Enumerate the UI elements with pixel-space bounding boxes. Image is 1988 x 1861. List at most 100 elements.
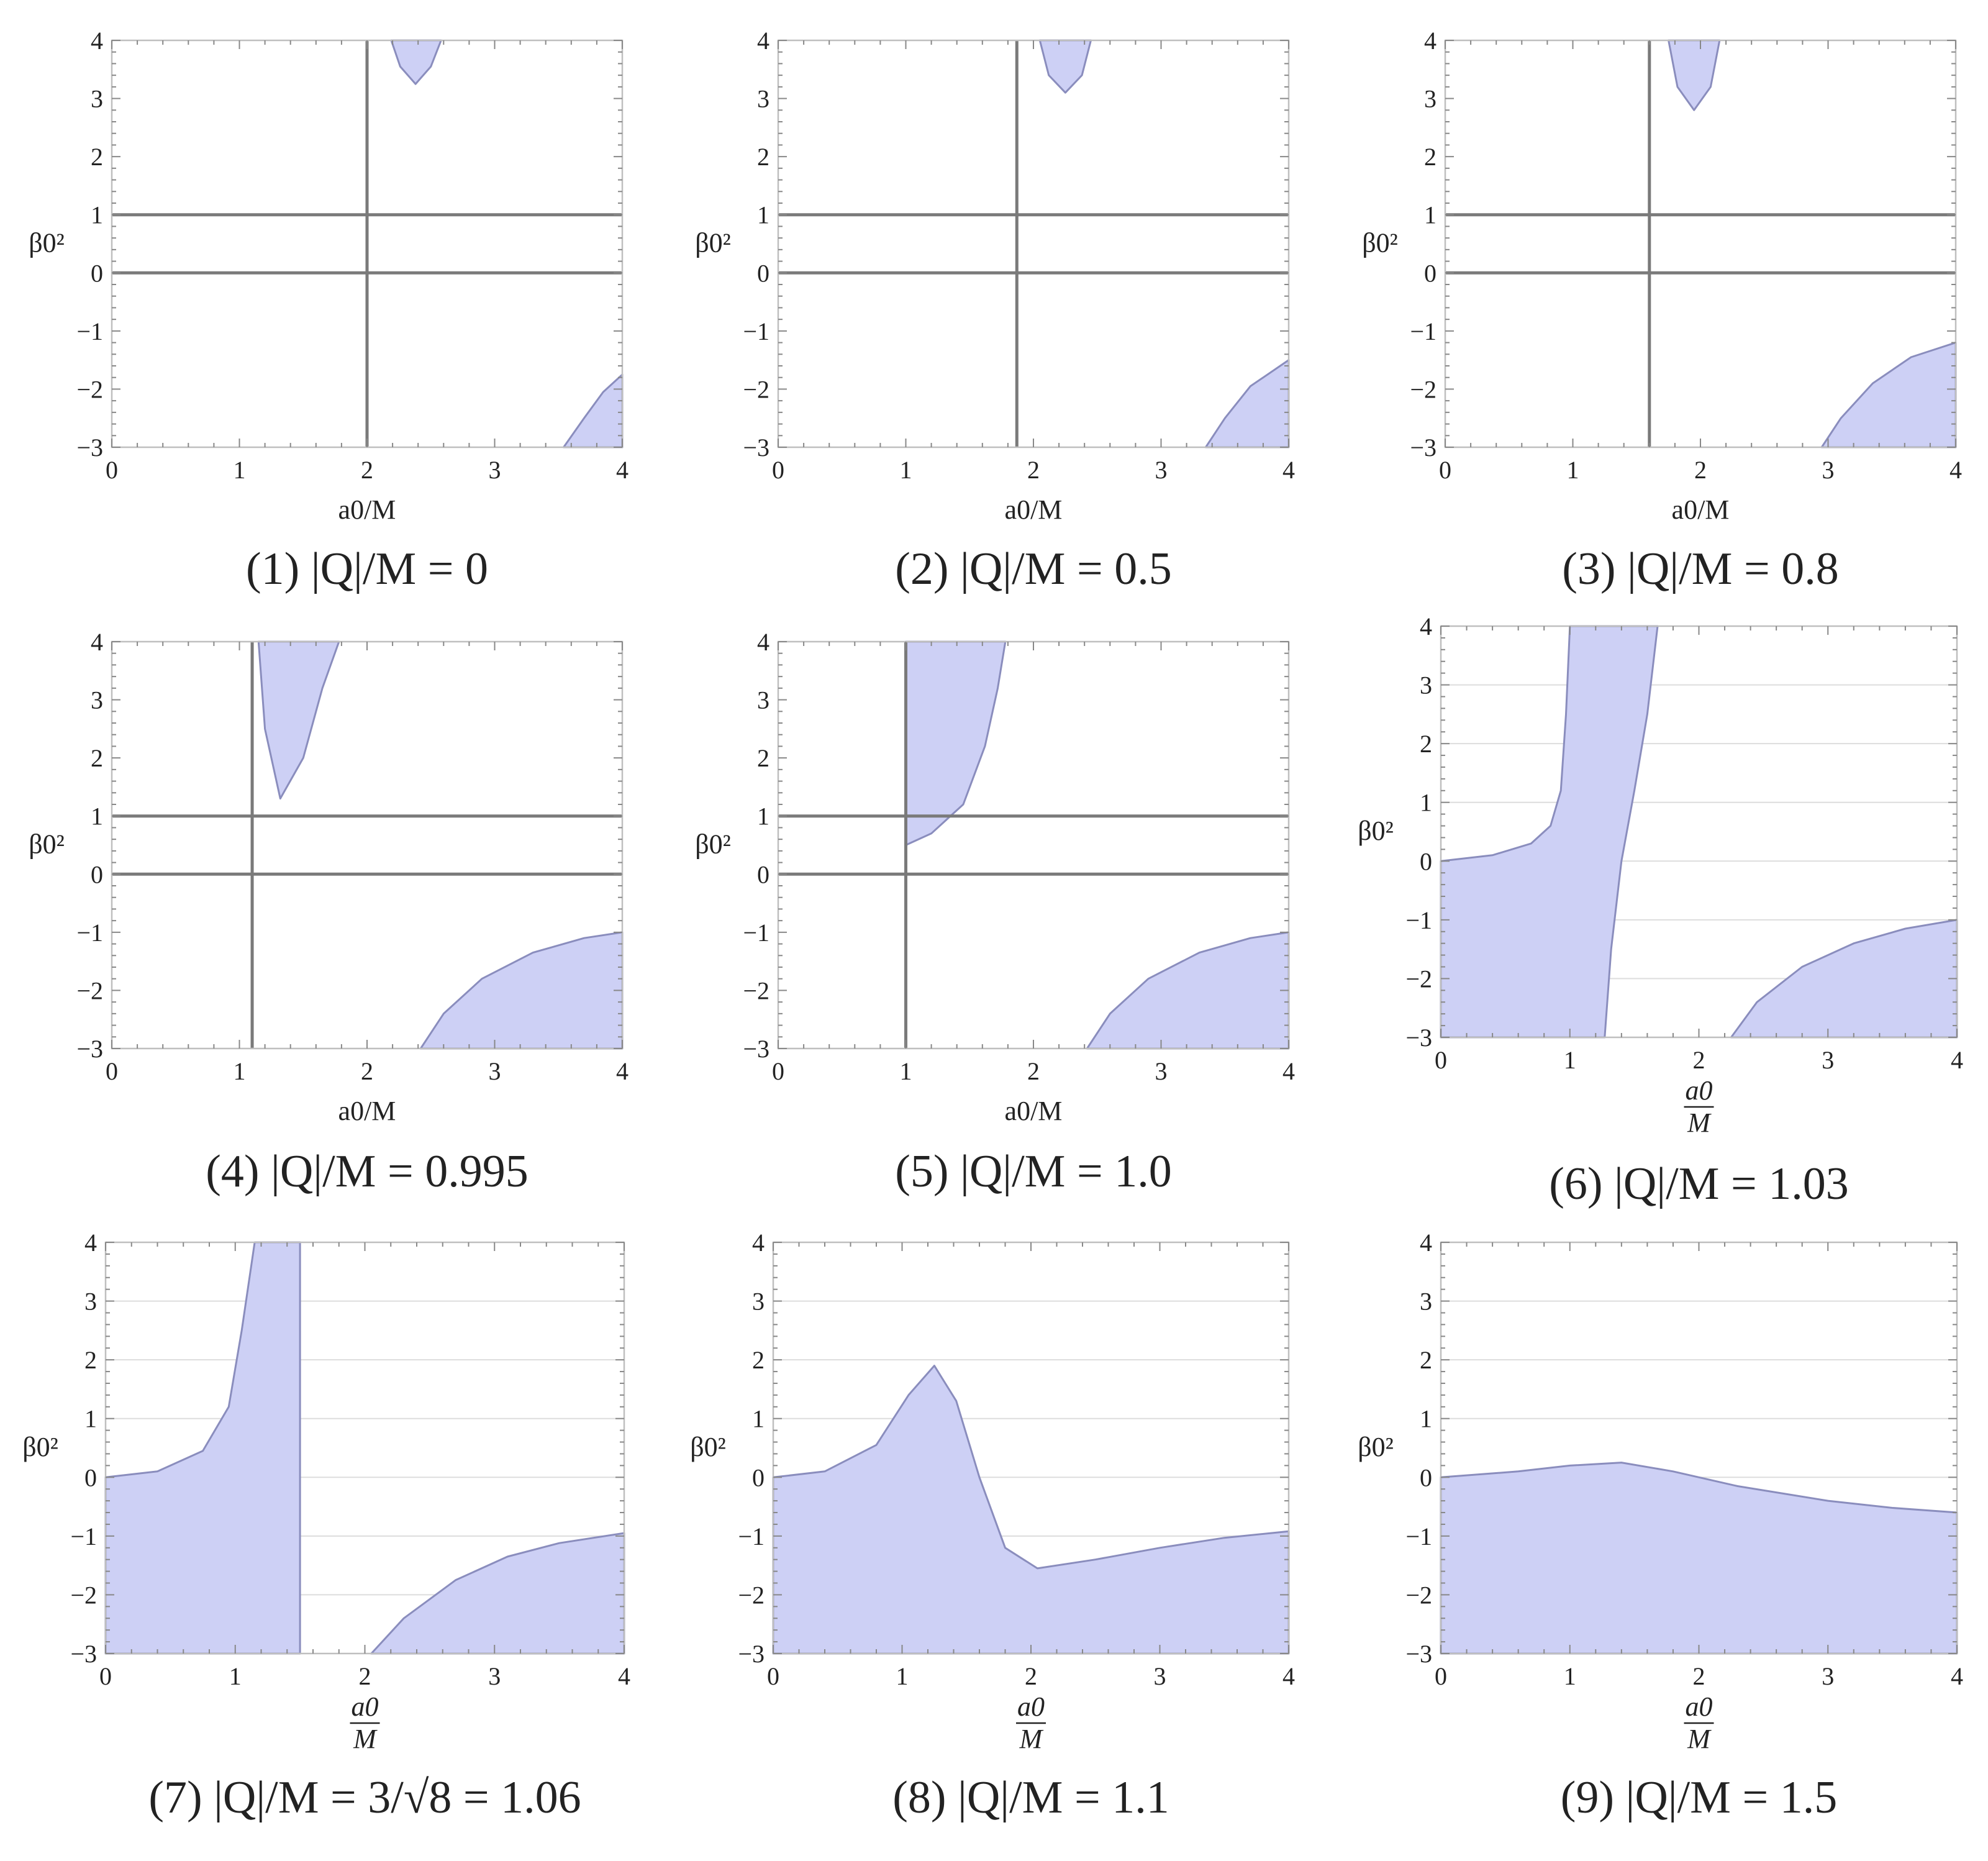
y-tick-label: 0 — [91, 259, 103, 287]
x-axis-label-group: a0/M — [1005, 494, 1063, 525]
panel-caption: (5) |Q|/M = 1.0 — [895, 1146, 1171, 1197]
y-tick-label: −1 — [1405, 1522, 1432, 1550]
x-axis-label: a0/M — [338, 1096, 396, 1126]
y-axis-label-group: β0² — [29, 228, 65, 258]
y-tick-label: −2 — [1405, 1581, 1432, 1609]
x-axis-label-group: a0/M — [338, 1096, 396, 1126]
x-axis-label-denominator: M — [1687, 1108, 1712, 1138]
x-tick-label: 2 — [359, 1662, 371, 1690]
y-axis-label: β0² — [695, 829, 731, 860]
y-tick-label: 2 — [1420, 1346, 1432, 1374]
x-axis-label: a0/M — [1005, 1096, 1063, 1126]
y-tick-label: 3 — [91, 85, 103, 113]
y-tick-label: 0 — [757, 259, 769, 287]
y-tick-label: 1 — [757, 803, 769, 830]
y-axis-label: β0² — [1358, 816, 1394, 846]
plot-area — [778, 40, 1289, 447]
y-tick-label: 4 — [752, 1229, 765, 1257]
y-tick-label: 3 — [1424, 85, 1437, 113]
panel-caption: (8) |Q|/M = 1.1 — [892, 1772, 1169, 1823]
x-axis-label-numerator: a0 — [352, 1691, 379, 1722]
x-tick-label: 3 — [1822, 456, 1835, 484]
y-tick-label: 3 — [752, 1288, 765, 1316]
y-tick-label: 4 — [91, 27, 103, 55]
y-tick-label: 2 — [752, 1346, 765, 1374]
y-tick-label: 1 — [1420, 789, 1432, 817]
x-tick-label: 2 — [1027, 1057, 1040, 1085]
y-tick-label: −3 — [76, 434, 103, 462]
panel-caption: (6) |Q|/M = 1.03 — [1549, 1158, 1848, 1209]
y-tick-label: 1 — [757, 201, 769, 229]
x-tick-label: 1 — [1564, 1046, 1576, 1074]
y-tick-label: 0 — [752, 1463, 765, 1491]
x-tick-label: 2 — [1025, 1662, 1037, 1690]
x-axis-label-denominator: M — [353, 1724, 378, 1754]
y-tick-label: −2 — [1405, 965, 1432, 993]
y-tick-label: −3 — [743, 1035, 769, 1063]
x-tick-label: 2 — [361, 456, 373, 484]
chart-panel-4: 0 1 2 3 4 4 3 2 1 0 −1 −2 −3 β0² a0/M (4) |Q|/M = 0.995 — [29, 628, 629, 1197]
y-tick-label: −3 — [1405, 1024, 1432, 1052]
x-tick-label: 4 — [1282, 456, 1295, 484]
x-tick-label: 1 — [1567, 456, 1579, 484]
y-tick-label: −1 — [76, 317, 103, 345]
x-axis-label-group: a0M — [350, 1691, 380, 1754]
y-tick-label: −3 — [76, 1035, 103, 1063]
y-tick-label: 2 — [91, 143, 103, 171]
y-tick-label: 2 — [91, 744, 103, 772]
y-tick-label: 3 — [757, 686, 769, 714]
x-tick-label: 4 — [1282, 1662, 1295, 1690]
x-tick-label: 0 — [106, 1057, 118, 1085]
panel-caption: (4) |Q|/M = 0.995 — [206, 1146, 528, 1197]
y-tick-label: 0 — [84, 1463, 97, 1491]
x-tick-label: 4 — [616, 1057, 629, 1085]
y-tick-label: −2 — [738, 1581, 765, 1609]
y-tick-label: −1 — [743, 919, 769, 947]
y-tick-label: −2 — [70, 1581, 97, 1609]
x-axis-label: a0/M — [1672, 494, 1730, 525]
x-axis-label-group: a0M — [1016, 1691, 1046, 1754]
y-tick-label: 2 — [1420, 730, 1432, 758]
y-tick-label: −3 — [1405, 1640, 1432, 1668]
x-axis-label-group: a0M — [1684, 1691, 1714, 1754]
y-tick-label: 0 — [91, 860, 103, 888]
x-tick-label: 4 — [1951, 1046, 1963, 1074]
x-tick-label: 0 — [106, 456, 118, 484]
x-axis-label-denominator: M — [1687, 1724, 1712, 1754]
y-axis-label-group: β0² — [1358, 1432, 1394, 1462]
x-axis-label-group: a0M — [1684, 1075, 1714, 1138]
region-1 — [905, 640, 1007, 846]
y-axis-label: β0² — [29, 228, 65, 258]
y-tick-label: 1 — [752, 1405, 765, 1433]
x-tick-label: 3 — [1155, 1057, 1168, 1085]
y-tick-label: 4 — [91, 628, 103, 656]
x-axis-label: a0/M — [338, 494, 396, 525]
chart-panel-7: 0 1 2 3 4 4 3 2 1 0 −1 −2 −3 β0² a0M (7) |Q|/M = 3/√8 =… — [22, 1229, 630, 1823]
y-axis-label: β0² — [695, 228, 731, 258]
y-axis-label: β0² — [1362, 228, 1398, 258]
y-tick-label: 1 — [1420, 1405, 1432, 1433]
y-tick-label: 2 — [84, 1346, 97, 1374]
x-axis-label-group: a0/M — [1005, 1096, 1063, 1126]
x-tick-label: 3 — [489, 1057, 501, 1085]
y-tick-label: 0 — [1420, 1463, 1432, 1491]
y-tick-label: 1 — [1424, 201, 1437, 229]
chart-panel-8: 0 1 2 3 4 4 3 2 1 0 −1 −2 −3 β0² a0M (8) |Q|/M = 1.1 — [690, 1229, 1295, 1823]
y-tick-label: 1 — [84, 1405, 97, 1433]
x-tick-label: 1 — [900, 456, 912, 484]
y-tick-label: 0 — [1420, 847, 1432, 875]
x-tick-label: 2 — [1693, 1662, 1705, 1690]
y-tick-label: −2 — [743, 375, 769, 403]
x-tick-label: 4 — [616, 456, 629, 484]
y-tick-label: 3 — [1420, 1288, 1432, 1316]
y-tick-label: −1 — [1405, 906, 1432, 934]
x-tick-label: 3 — [488, 1662, 501, 1690]
y-tick-label: 3 — [1420, 671, 1432, 699]
y-tick-label: −2 — [76, 976, 103, 1004]
x-tick-label: 1 — [234, 456, 246, 484]
x-tick-label: 3 — [489, 456, 501, 484]
y-tick-label: −1 — [76, 919, 103, 947]
x-tick-label: 1 — [1564, 1662, 1576, 1690]
chart-panel-9: 0 1 2 3 4 4 3 2 1 0 −1 −2 −3 β0² a0M (9) |Q|/M = 1.5 — [1358, 1229, 1963, 1823]
